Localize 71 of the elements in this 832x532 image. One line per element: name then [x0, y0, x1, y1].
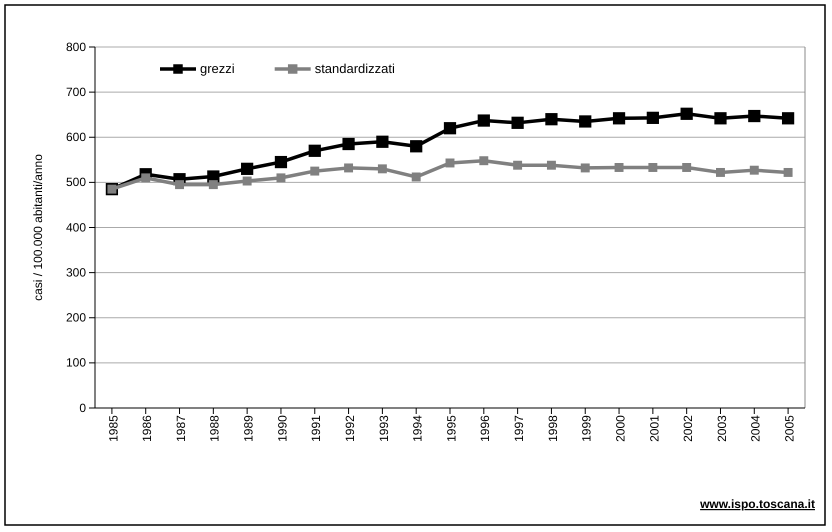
point	[276, 173, 286, 182]
x-tick-label: 2000	[613, 414, 628, 442]
point	[308, 144, 321, 157]
point	[376, 136, 389, 148]
point	[612, 112, 626, 124]
point	[680, 108, 693, 120]
legend-label: grezzi	[200, 61, 235, 76]
x-tick-label: 2001	[647, 414, 662, 442]
point	[546, 160, 556, 170]
point	[141, 173, 150, 182]
x-tick-label: 1988	[208, 414, 222, 442]
x-tick-label: 1997	[512, 414, 526, 442]
y-tick-label: 400	[66, 220, 86, 234]
x-tick-label: 1993	[376, 414, 391, 442]
x-tick-label: 1985	[106, 414, 120, 442]
y-tick-label: 200	[66, 310, 86, 325]
point	[478, 114, 490, 127]
x-tick-label: 2002	[681, 414, 696, 442]
point	[412, 172, 421, 182]
point	[580, 163, 590, 172]
x-tick-label: 1994	[410, 414, 425, 442]
x-tick-label: 1991	[309, 414, 324, 442]
y-tick-label: 600	[66, 130, 86, 144]
point	[479, 156, 488, 166]
point	[410, 140, 422, 152]
point	[648, 163, 658, 172]
y-tick-label: 300	[66, 265, 86, 280]
x-tick-label: 1996	[478, 414, 492, 442]
point	[716, 168, 725, 177]
point	[511, 116, 524, 129]
y-tick-label: 0	[79, 400, 86, 415]
point	[378, 164, 387, 174]
x-tick-label: 1987	[174, 414, 188, 442]
point	[750, 166, 759, 175]
point	[274, 156, 288, 168]
x-tick-label: 2004	[748, 414, 763, 442]
y-axis-title: casi / 100.000 abitanti/anno	[31, 154, 45, 301]
point	[782, 112, 794, 124]
x-tick-label: 1992	[342, 414, 357, 442]
point	[513, 160, 522, 170]
point	[614, 163, 624, 172]
x-tick-label: 2005	[782, 414, 796, 442]
y-tick-label: 500	[66, 175, 86, 190]
y-tick-label: 800	[66, 40, 86, 54]
x-tick-label: 1990	[275, 414, 290, 442]
point	[714, 112, 727, 124]
point	[748, 110, 760, 122]
y-tick-label: 100	[66, 356, 86, 370]
y-tick-label: 700	[66, 84, 86, 99]
point	[784, 168, 793, 177]
text: www.ispo.toscana.it	[699, 497, 815, 511]
point	[208, 180, 218, 190]
point	[646, 112, 659, 124]
x-tick-label: 1999	[580, 414, 594, 442]
x-tick-label: 1995	[444, 414, 458, 442]
point	[175, 180, 184, 190]
point	[444, 122, 456, 134]
x-tick-label: 1998	[546, 414, 560, 442]
point	[241, 162, 254, 175]
point	[342, 138, 355, 150]
point	[579, 115, 592, 128]
point	[545, 113, 558, 126]
x-tick-label: 1986	[140, 414, 154, 442]
legend-label: standardizzati	[314, 61, 396, 76]
point	[344, 163, 354, 172]
x-tick-label: 1989	[242, 414, 256, 442]
point	[446, 158, 454, 168]
point	[682, 163, 692, 172]
x-tick-label: 2003	[714, 414, 729, 442]
point	[310, 166, 320, 176]
point	[242, 176, 252, 186]
